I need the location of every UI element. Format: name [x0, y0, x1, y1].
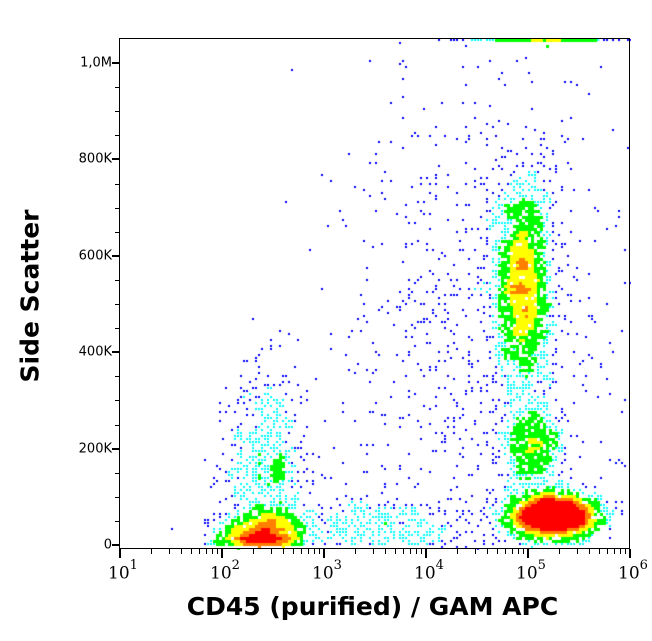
x-minor-tick [589, 549, 591, 554]
x-minor-tick [614, 549, 616, 554]
x-minor-tick [505, 549, 507, 554]
y-tick-label: 0 [103, 537, 112, 553]
y-tick-label: 600K [78, 248, 112, 264]
x-minor-tick [558, 549, 560, 554]
x-minor-tick [252, 549, 254, 554]
y-tick-mark [112, 447, 120, 450]
x-minor-tick [301, 549, 303, 554]
y-minor-tick [115, 231, 120, 233]
y-minor-tick [115, 328, 120, 330]
x-minor-tick [497, 549, 499, 554]
x-minor-tick [385, 549, 387, 554]
x-tick-label: 106 [618, 558, 648, 584]
x-minor-tick [314, 549, 316, 554]
x-minor-tick [523, 549, 525, 554]
scatter-plot-area [120, 39, 631, 550]
x-minor-tick [191, 549, 193, 554]
x-minor-tick [212, 549, 214, 554]
y-tick-mark [112, 351, 120, 354]
y-tick-label: 800K [78, 151, 112, 167]
x-minor-tick [487, 549, 489, 554]
x-minor-tick [293, 549, 295, 554]
x-tick-label: 103 [312, 558, 342, 584]
x-tick-label: 105 [516, 558, 546, 584]
y-tick-mark [112, 544, 120, 546]
x-minor-tick [206, 549, 208, 554]
y-tick-label: 400K [78, 344, 112, 360]
x-tick-mark [425, 549, 427, 558]
x-minor-tick [599, 549, 601, 554]
x-minor-tick [354, 549, 356, 554]
x-tick-mark [323, 549, 325, 558]
x-minor-tick [456, 549, 458, 554]
x-minor-tick [474, 549, 476, 554]
y-minor-tick [115, 304, 120, 305]
y-minor-tick [115, 111, 120, 113]
y-tick-label: 200K [78, 441, 112, 457]
x-minor-tick [421, 549, 423, 554]
x-minor-tick [270, 549, 272, 554]
y-minor-tick [115, 424, 120, 426]
x-tick-mark [221, 549, 223, 558]
x-minor-tick [181, 549, 183, 554]
y-minor-tick [115, 496, 120, 498]
y-minor-tick [115, 472, 120, 474]
x-tick-label: 101 [108, 558, 138, 584]
x-tick-label: 102 [210, 558, 240, 584]
x-tick-mark [527, 549, 529, 558]
x-minor-tick [319, 549, 321, 554]
y-minor-tick [115, 376, 120, 378]
x-minor-tick [168, 549, 170, 554]
x-minor-tick [403, 549, 405, 554]
x-minor-tick [395, 549, 397, 554]
x-minor-tick [410, 549, 412, 554]
y-tick-mark [112, 158, 120, 161]
x-minor-tick [416, 549, 418, 554]
y-minor-tick [115, 520, 120, 522]
x-minor-tick [150, 549, 152, 554]
y-minor-tick [115, 279, 120, 281]
x-minor-tick [576, 549, 578, 554]
x-minor-tick [283, 549, 285, 554]
y-tick-mark [112, 254, 120, 257]
y-minor-tick [115, 400, 120, 402]
y-minor-tick [115, 207, 120, 209]
x-minor-tick [372, 549, 374, 554]
x-tick-mark [629, 549, 631, 558]
y-minor-tick [115, 135, 120, 137]
x-minor-tick [620, 549, 622, 554]
y-tick-mark [112, 62, 120, 64]
x-tick-label: 104 [414, 558, 444, 584]
x-minor-tick [625, 549, 627, 554]
x-minor-tick [607, 549, 609, 554]
x-axis-label: CD45 (purified) / GAM APC [186, 592, 559, 621]
y-tick-label: 1,0M [80, 55, 112, 71]
y-minor-tick [115, 87, 120, 89]
y-axis-label: Side Scatter [15, 209, 45, 383]
x-minor-tick [518, 549, 520, 554]
x-minor-tick [308, 549, 310, 554]
y-minor-tick [115, 183, 120, 185]
x-tick-mark [119, 549, 121, 558]
x-minor-tick [217, 549, 219, 554]
x-minor-tick [512, 549, 514, 554]
x-minor-tick [199, 549, 201, 554]
